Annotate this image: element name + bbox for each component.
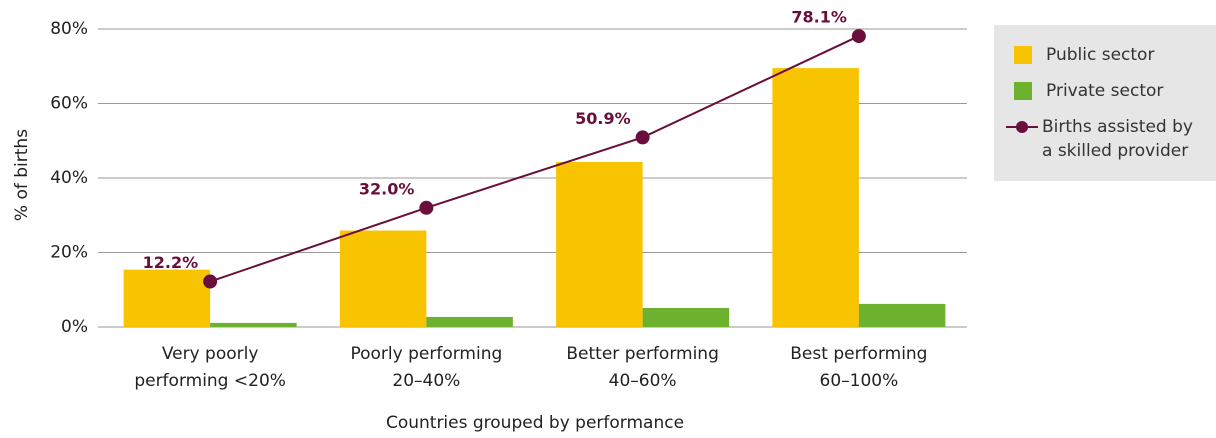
x-tick-label: Better performing xyxy=(566,344,718,364)
legend-label: Births assisted by a skilled provider xyxy=(1042,117,1193,161)
bar xyxy=(772,68,859,328)
bar xyxy=(339,230,427,327)
legend-item: Births assisted by a skilled provider xyxy=(1006,115,1206,163)
y-tick-label: 40% xyxy=(50,168,88,188)
x-tick-label: 60–100% xyxy=(820,371,899,391)
x-axis-label: Countries grouped by performance xyxy=(386,413,684,433)
line-point xyxy=(203,274,218,289)
legend-label: Public sector xyxy=(1046,45,1155,65)
data-label: 78.1% xyxy=(791,8,847,27)
x-tick-label: 40–60% xyxy=(609,371,677,391)
line-point xyxy=(635,130,650,145)
bar xyxy=(642,308,730,327)
y-tick-label: 0% xyxy=(61,317,88,337)
y-tick-label: 20% xyxy=(50,243,88,263)
line xyxy=(209,35,860,283)
legend-item: Public sector xyxy=(1014,43,1206,67)
line-point xyxy=(419,200,434,215)
y-tick-label: 60% xyxy=(50,94,88,114)
x-tick-label: performing <20% xyxy=(134,371,286,391)
legend-label: Private sector xyxy=(1046,81,1164,101)
bar xyxy=(858,303,946,327)
y-axis-label: % of births xyxy=(12,129,32,221)
x-tick-label: Very poorly xyxy=(162,344,259,364)
legend-swatch xyxy=(1014,82,1032,100)
data-label: 12.2% xyxy=(143,253,199,272)
legend-item: Private sector xyxy=(1014,79,1206,103)
x-tick-label: Best performing xyxy=(790,344,927,364)
data-label: 50.9% xyxy=(575,109,631,128)
y-tick-label: 80% xyxy=(50,19,88,39)
bar xyxy=(556,161,643,327)
x-tick-label: 20–40% xyxy=(392,371,460,391)
bar xyxy=(426,316,513,327)
x-tick-label: Poorly performing xyxy=(350,344,502,364)
legend: Public sector Private sector Births assist… xyxy=(994,25,1216,181)
legend-swatch xyxy=(1006,121,1038,133)
legend-swatch xyxy=(1014,46,1032,64)
bar xyxy=(123,269,211,327)
data-label: 32.0% xyxy=(359,179,415,198)
bar xyxy=(210,322,297,327)
line-point xyxy=(851,29,866,44)
